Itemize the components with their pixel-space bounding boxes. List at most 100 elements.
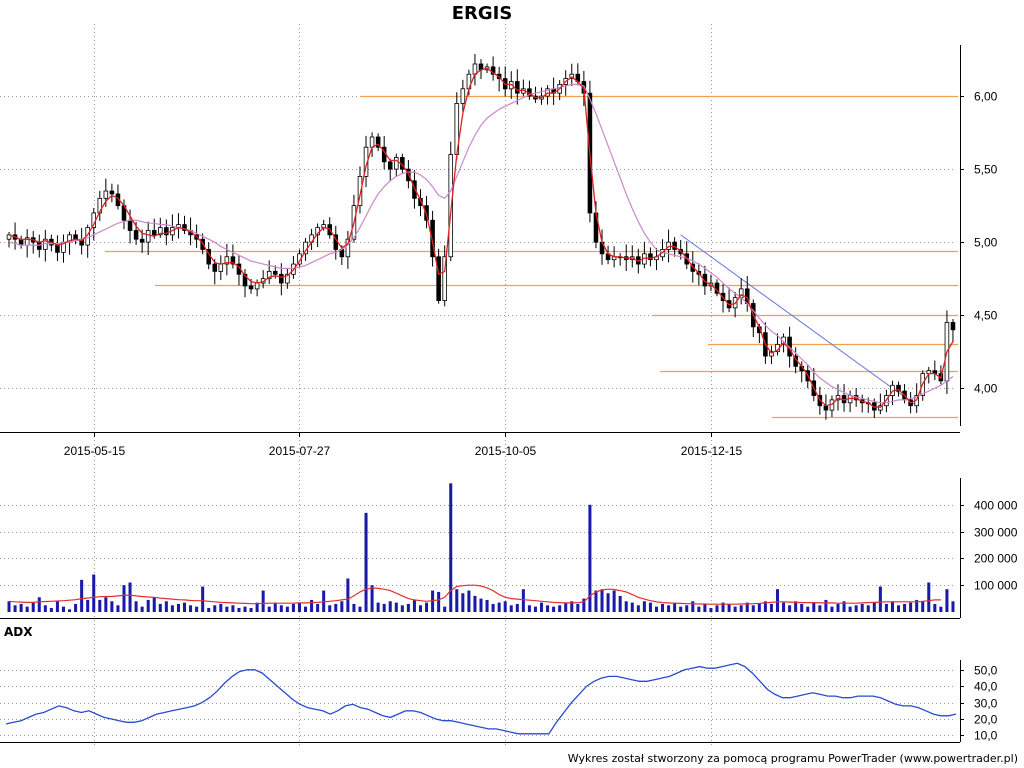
volume-bar — [61, 606, 65, 612]
volume-bar — [890, 601, 894, 612]
volume-bar — [933, 603, 937, 612]
volume-bar — [55, 601, 59, 612]
volume-bar — [19, 603, 23, 612]
volume-bar — [818, 605, 822, 612]
volume-bar — [636, 605, 640, 612]
volume-bar — [527, 605, 531, 612]
volume-bar — [443, 606, 447, 612]
volume-bar — [757, 603, 761, 612]
volume-bar — [485, 599, 489, 612]
volume-bar — [727, 603, 731, 612]
volume-bar — [273, 602, 277, 612]
candle-body — [950, 322, 956, 331]
volume-bar — [897, 605, 901, 612]
volume-bar — [152, 597, 156, 612]
volume-bar — [255, 602, 259, 612]
candle-body — [151, 230, 157, 236]
volume-bar — [806, 606, 810, 612]
volume-bar — [13, 605, 17, 612]
volume-bar — [291, 603, 295, 612]
volume-bar — [848, 606, 852, 612]
candle-body — [878, 405, 883, 411]
volume-panel — [7, 483, 955, 612]
volume-bar — [376, 602, 380, 612]
volume-bar — [721, 602, 725, 612]
candle-body — [835, 395, 841, 401]
candle-body — [218, 263, 224, 272]
volume-bar — [546, 605, 550, 612]
volume-bar — [68, 609, 72, 612]
candle-body — [55, 244, 60, 253]
volume-bar — [921, 601, 925, 612]
volume-bar — [425, 602, 429, 612]
volume-bar — [751, 605, 755, 612]
volume-bar — [219, 603, 223, 612]
volume-bar — [316, 603, 320, 612]
candle-body — [242, 273, 248, 287]
volume-bar — [533, 606, 537, 612]
volume-bar — [346, 578, 350, 612]
volume-bar — [231, 605, 235, 612]
grid — [0, 24, 956, 748]
volume-bar — [654, 606, 658, 612]
volume-bar — [201, 586, 205, 612]
volume-bar — [775, 589, 780, 612]
volume-bar — [570, 601, 574, 612]
volume-bar — [794, 601, 798, 612]
volume-bar — [836, 603, 840, 612]
candle-body — [145, 230, 151, 243]
volume-bar — [467, 590, 471, 612]
trend-line — [680, 234, 917, 407]
volume-bar — [769, 603, 773, 612]
volume-bar — [358, 606, 362, 612]
volume-bar — [25, 606, 29, 612]
volume-bar — [788, 605, 792, 612]
x-tick-label: 2015-05-15 — [64, 444, 126, 458]
volume-bar — [691, 601, 695, 612]
candle-body — [702, 273, 708, 287]
volume-bar — [709, 607, 713, 612]
volume-bar — [37, 597, 41, 612]
slow-moving-average-line — [8, 83, 954, 404]
candle-body — [672, 241, 677, 250]
volume-bar — [328, 605, 332, 612]
volume-bar — [110, 601, 114, 612]
volume-bar — [667, 605, 671, 612]
candle-body — [357, 176, 363, 207]
adx-panel — [5, 662, 957, 735]
volume-bar — [400, 605, 404, 612]
y-tick-label: 400 000 — [974, 499, 1018, 513]
volume-bar — [134, 601, 138, 612]
volume-bar — [207, 607, 211, 612]
volume-bar — [437, 591, 441, 612]
volume-bar — [903, 603, 907, 612]
candle-body — [158, 227, 163, 236]
volume-bar — [685, 605, 689, 612]
volume-bar — [140, 606, 144, 612]
y-tick-label: 4,00 — [974, 382, 998, 396]
adx-panel-title: ADX — [4, 625, 33, 639]
candle-body — [127, 219, 133, 231]
volume-bar — [763, 601, 767, 612]
fast-moving-average-line — [8, 67, 954, 408]
volume-bar — [715, 605, 719, 612]
volume-bar — [158, 603, 162, 612]
volume-bar — [285, 606, 289, 612]
x-tick-label: 2015-07-27 — [269, 444, 331, 458]
volume-average-line — [8, 584, 941, 605]
adx-line — [5, 662, 957, 735]
volume-bar — [31, 602, 35, 612]
volume-bar — [92, 574, 96, 612]
x-tick-label: 2015-10-05 — [475, 444, 537, 458]
volume-bar — [733, 606, 737, 612]
volume-bar — [116, 605, 120, 612]
candle-body — [266, 270, 272, 280]
volume-bar — [267, 606, 271, 612]
volume-bar — [182, 602, 187, 612]
volume-bar — [594, 590, 598, 612]
volume-bar — [661, 603, 665, 612]
candle-body — [272, 270, 278, 275]
candle-body — [230, 256, 236, 265]
volume-bar — [461, 593, 465, 612]
x-tick-label: 2015-12-15 — [681, 444, 743, 458]
